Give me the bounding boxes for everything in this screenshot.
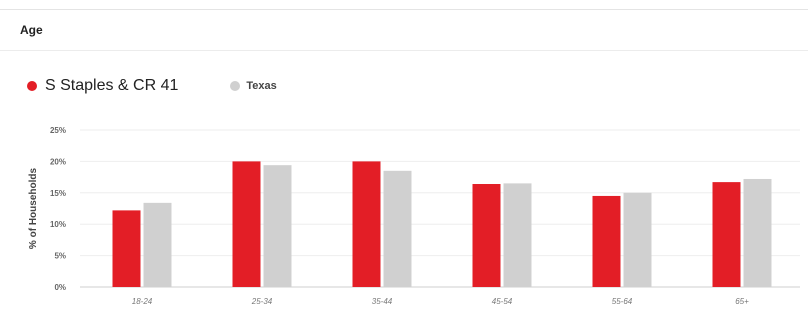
x-tick-label: 45-54: [492, 297, 513, 306]
x-tick-label: 25-34: [251, 297, 273, 306]
y-tick-label: 10%: [50, 220, 66, 229]
bar-secondary-35-44[interactable]: [383, 170, 412, 287]
legend-dot-secondary: [230, 81, 241, 91]
y-tick-label: 25%: [50, 126, 66, 135]
top-divider: [0, 9, 808, 10]
bar-primary-25-34[interactable]: [232, 161, 261, 287]
bar-primary-35-44[interactable]: [352, 161, 381, 287]
chart-legend: S Staples & CR 41 Texas: [27, 77, 277, 95]
x-tick-label: 55-64: [612, 297, 633, 306]
bar-primary-45-54[interactable]: [472, 184, 501, 287]
bar-secondary-18-24[interactable]: [143, 202, 172, 287]
section-divider: [0, 50, 808, 51]
legend-item-primary[interactable]: S Staples & CR 41: [27, 77, 178, 95]
x-tick-label: 18-24: [132, 297, 153, 306]
bar-primary-65+[interactable]: [712, 182, 741, 287]
y-tick-label: 0%: [54, 283, 66, 292]
section-title: Age: [20, 23, 43, 37]
legend-label-primary: S Staples & CR 41: [45, 77, 179, 94]
legend-item-secondary[interactable]: Texas: [230, 80, 277, 92]
bar-secondary-25-34[interactable]: [263, 165, 292, 287]
y-tick-label: 15%: [50, 189, 66, 198]
bar-secondary-65+[interactable]: [743, 178, 772, 287]
legend-dot-primary: [27, 81, 37, 91]
y-tick-label: 20%: [50, 157, 66, 166]
bar-secondary-45-54[interactable]: [503, 183, 532, 287]
y-tick-label: 5%: [54, 252, 66, 261]
bar-secondary-55-64[interactable]: [623, 192, 652, 287]
legend-label-secondary: Texas: [246, 80, 277, 92]
x-tick-label: 65+: [735, 297, 749, 306]
x-tick-label: 35-44: [372, 297, 393, 306]
bar-primary-18-24[interactable]: [112, 210, 141, 287]
bar-primary-55-64[interactable]: [592, 195, 621, 287]
y-axis-label: % of Households: [28, 168, 39, 250]
